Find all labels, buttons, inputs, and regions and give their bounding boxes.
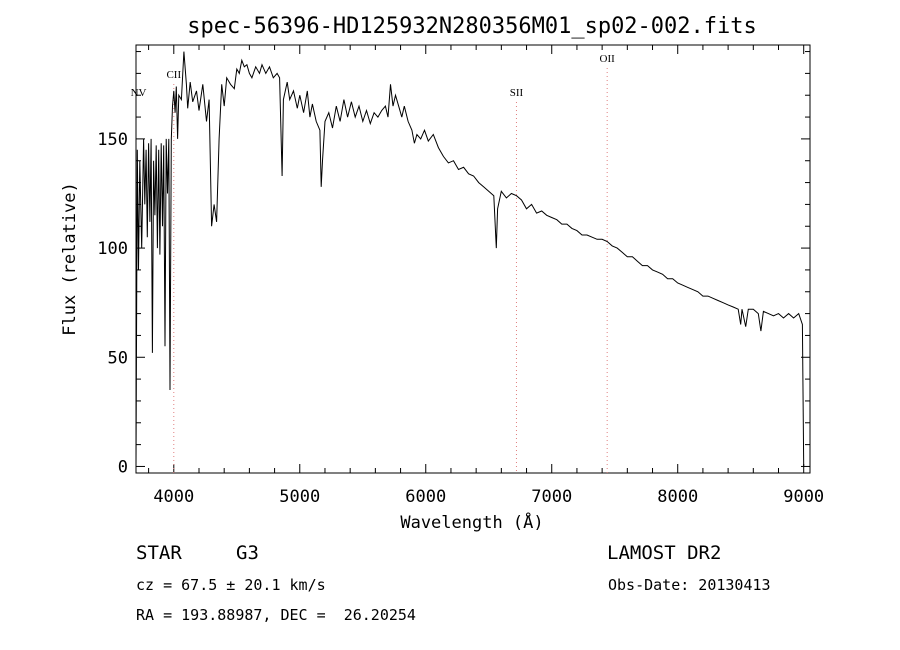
x-tick-label: 9000	[783, 487, 824, 507]
spectrum-line	[135, 51, 805, 467]
x-tick-labels: 4000 5000 6000 7000 8000 9000	[153, 487, 824, 507]
object-type: STAR	[136, 542, 182, 564]
spectral-line-markers: NV CII SII OII	[131, 53, 616, 473]
chart-title: spec-56396-HD125932N280356M01_sp02-002.f…	[187, 14, 757, 39]
y-tick-label: 50	[108, 348, 128, 368]
x-tick-label: 8000	[657, 487, 698, 507]
axis-ticks	[136, 45, 810, 473]
obs-date: Obs-Date: 20130413	[608, 576, 771, 594]
spectral-line-label: CII	[166, 69, 181, 81]
spectral-line-label: SII	[510, 87, 524, 99]
y-tick-label: 0	[118, 457, 128, 477]
x-axis-label: Wavelength (Å)	[400, 511, 543, 533]
y-tick-label: 100	[97, 239, 128, 259]
coordinates: RA = 193.88987, DEC = 26.20254	[136, 606, 416, 624]
y-tick-labels: 0 50 100 150	[97, 130, 128, 478]
x-tick-label: 5000	[279, 487, 320, 507]
spectral-line-label: NV	[131, 87, 147, 99]
y-axis-label: Flux (relative)	[60, 182, 80, 336]
spectral-class: G3	[236, 542, 259, 564]
redshift-text: cz = 67.5 ± 20.1 km/s	[136, 576, 326, 594]
spectral-line-label: OII	[600, 53, 616, 65]
plot-frame	[135, 44, 811, 474]
x-tick-label: 4000	[153, 487, 194, 507]
x-tick-label: 6000	[405, 487, 446, 507]
x-tick-label: 7000	[531, 487, 572, 507]
survey-label: LAMOST DR2	[607, 542, 722, 564]
y-tick-label: 150	[97, 130, 128, 150]
